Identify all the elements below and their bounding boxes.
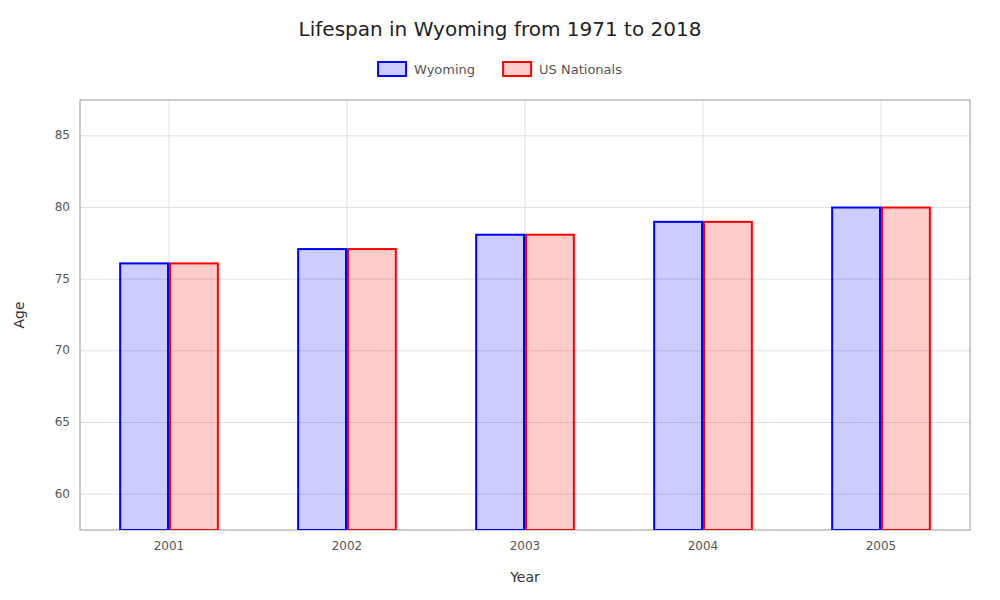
legend-item: Wyoming — [378, 62, 475, 77]
y-tick-label: 75 — [55, 272, 70, 286]
grid — [80, 100, 970, 530]
x-tick-label: 2002 — [332, 539, 363, 553]
plot-frame — [80, 100, 970, 530]
y-tick-label: 85 — [55, 128, 70, 142]
x-axis-label: Year — [509, 569, 540, 585]
y-tick-label: 80 — [55, 200, 70, 214]
legend-swatch — [503, 62, 531, 76]
bars — [120, 208, 930, 531]
y-axis: 60 65 70 75 80 85 — [55, 128, 70, 500]
x-tick-label: 2003 — [510, 539, 541, 553]
legend-swatch — [378, 62, 406, 76]
chart-svg: 60 65 70 75 80 85 2001 2002 2003 2004 2005 Year Age L… — [0, 0, 1000, 600]
bar — [654, 222, 702, 530]
bar — [526, 235, 574, 530]
bar — [704, 222, 752, 530]
bar — [348, 249, 396, 530]
legend-label: US Nationals — [539, 62, 622, 77]
x-tick-label: 2001 — [154, 539, 185, 553]
x-axis: 2001 2002 2003 2004 2005 — [154, 539, 897, 553]
y-axis-label: Age — [11, 301, 27, 328]
chart-title: Lifespan in Wyoming from 1971 to 2018 — [299, 17, 702, 41]
chart-container: 60 65 70 75 80 85 2001 2002 2003 2004 2005 Year Age L… — [0, 0, 1000, 600]
legend-label: Wyoming — [414, 62, 475, 77]
x-tick-label: 2005 — [866, 539, 897, 553]
y-tick-label: 70 — [55, 343, 70, 357]
bar — [882, 208, 930, 531]
bar — [298, 249, 346, 530]
bar — [832, 208, 880, 531]
bar — [170, 263, 218, 530]
y-tick-label: 60 — [55, 487, 70, 501]
y-tick-label: 65 — [55, 415, 70, 429]
legend-item: US Nationals — [503, 62, 622, 77]
bar — [120, 263, 168, 530]
bar — [476, 235, 524, 530]
legend: Wyoming US Nationals — [378, 62, 622, 77]
x-tick-label: 2004 — [688, 539, 719, 553]
